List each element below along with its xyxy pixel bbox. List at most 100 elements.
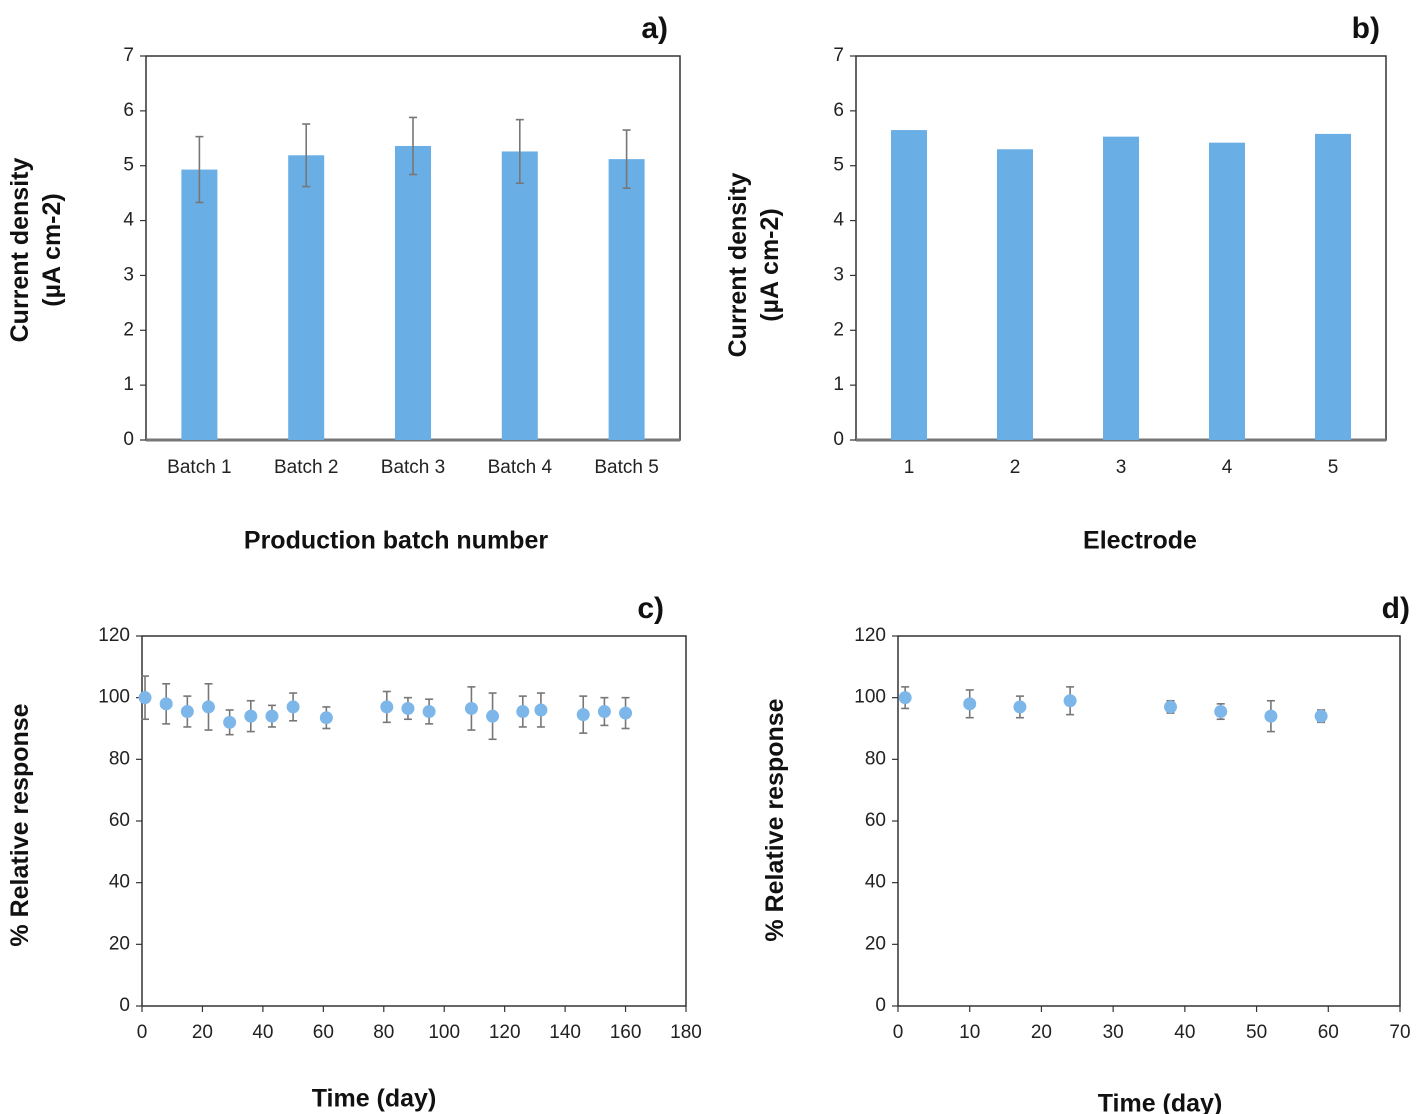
x-tick-label: 140 xyxy=(549,1022,581,1043)
bar xyxy=(501,151,538,441)
y-axis-label: Current density (µA cm-2) xyxy=(724,173,784,358)
data-point xyxy=(180,705,194,719)
y-tick-label: 2 xyxy=(833,319,844,340)
bar xyxy=(181,169,218,440)
y-axis-label-line: Current density xyxy=(724,173,752,358)
x-tick-label: 160 xyxy=(610,1022,642,1043)
data-point xyxy=(159,697,173,711)
y-axis-label-line: (µA cm-2) xyxy=(38,193,66,307)
y-tick-label: 40 xyxy=(109,872,130,893)
y-tick-label: 3 xyxy=(833,264,844,285)
y-tick-label: 120 xyxy=(854,625,886,646)
y-tick-label: 20 xyxy=(865,933,886,954)
x-tick-label: 20 xyxy=(1031,1022,1052,1043)
x-tick-label: Batch 5 xyxy=(594,457,658,478)
bar xyxy=(891,130,927,441)
y-tick-label: 80 xyxy=(865,748,886,769)
x-tick-label: 80 xyxy=(373,1022,394,1043)
x-tick-label: 0 xyxy=(137,1022,148,1043)
x-tick-label: 4 xyxy=(1222,457,1233,478)
y-tick-label: 0 xyxy=(833,429,844,450)
x-axis-label: Electrode xyxy=(1083,527,1197,555)
y-tick-label: 5 xyxy=(833,155,844,176)
data-point xyxy=(286,700,300,714)
panel-label: c) xyxy=(637,592,664,625)
bar xyxy=(997,149,1033,440)
x-tick-label: Batch 3 xyxy=(381,457,445,478)
y-tick-label: 100 xyxy=(854,687,886,708)
y-tick-label: 6 xyxy=(123,100,134,121)
data-point xyxy=(619,706,633,720)
data-point xyxy=(1013,700,1027,714)
panel-b: b) 0 1 2 3 4 5 6 7 Current density (µA cm-2) Electr… xyxy=(724,12,1387,555)
y-tick-label: 2 xyxy=(123,319,134,340)
y-tick-label: 60 xyxy=(109,810,130,831)
y-tick-label: 0 xyxy=(875,995,886,1016)
x-tick-label: 70 xyxy=(1389,1022,1410,1043)
data-point xyxy=(244,709,258,723)
x-tick-label: Batch 4 xyxy=(488,457,553,478)
data-point xyxy=(1063,694,1077,708)
x-axis-label: Production batch number xyxy=(244,527,548,555)
y-axis-label-line: (µA cm-2) xyxy=(756,208,784,322)
x-tick-label: 0 xyxy=(893,1022,904,1043)
data-point xyxy=(1214,705,1228,719)
y-axis-label: Current density (µA cm-2) xyxy=(6,158,66,343)
bar xyxy=(608,159,645,441)
data-point xyxy=(138,691,152,705)
data-point xyxy=(464,701,478,715)
x-tick-label: 2 xyxy=(1010,457,1021,478)
y-tick-label: 40 xyxy=(865,872,886,893)
x-tick-label: 20 xyxy=(192,1022,213,1043)
x-tick-label: 180 xyxy=(670,1022,702,1043)
y-tick-label: 7 xyxy=(123,45,134,66)
x-tick-label: 40 xyxy=(252,1022,273,1043)
x-tick-label: 10 xyxy=(959,1022,980,1043)
x-tick-label: 3 xyxy=(1116,457,1127,478)
x-axis-label: Time (day) xyxy=(312,1085,437,1113)
x-tick-label: 60 xyxy=(313,1022,334,1043)
y-tick-label: 1 xyxy=(833,374,844,395)
x-tick-label: 50 xyxy=(1246,1022,1267,1043)
bar xyxy=(1103,136,1139,440)
data-point xyxy=(534,703,548,717)
panel-label: d) xyxy=(1382,592,1410,625)
y-tick-label: 6 xyxy=(833,100,844,121)
y-axis-label: % Relative response xyxy=(6,703,34,946)
data-point xyxy=(963,697,977,711)
y-tick-label: 4 xyxy=(123,210,134,231)
data-point xyxy=(380,700,394,714)
data-point xyxy=(422,705,436,719)
data-point xyxy=(265,709,279,723)
x-tick-label: 1 xyxy=(904,457,915,478)
y-tick-label: 3 xyxy=(123,264,134,285)
data-point xyxy=(576,708,590,722)
y-tick-label: 60 xyxy=(865,810,886,831)
data-point xyxy=(1264,709,1278,723)
y-tick-label: 0 xyxy=(123,429,134,450)
y-tick-label: 20 xyxy=(109,933,130,954)
y-axis-label-line: Current density xyxy=(6,158,34,343)
data-point xyxy=(516,705,530,719)
bar xyxy=(1315,133,1351,440)
y-tick-label: 5 xyxy=(123,155,134,176)
y-tick-label: 120 xyxy=(98,625,130,646)
panel-c: c) 0 20 40 60 80 100 120 % Relative response Time… xyxy=(6,592,702,1113)
y-axis-label: % Relative response xyxy=(761,698,789,941)
y-tick-label: 1 xyxy=(123,374,134,395)
panel-a: a) 0 1 2 3 4 5 6 7 Current density (µA cm-2) Produc… xyxy=(6,12,681,555)
panel-label: b) xyxy=(1352,12,1380,45)
x-tick-label: Batch 2 xyxy=(274,457,338,478)
y-tick-label: 7 xyxy=(833,45,844,66)
data-point xyxy=(223,715,237,729)
data-point xyxy=(401,701,415,715)
y-tick-label: 80 xyxy=(109,748,130,769)
bar xyxy=(288,155,325,440)
x-tick-label: 120 xyxy=(489,1022,521,1043)
x-tick-label: 100 xyxy=(428,1022,460,1043)
x-tick-label: 30 xyxy=(1103,1022,1124,1043)
x-tick-label: 60 xyxy=(1318,1022,1339,1043)
x-tick-label: 5 xyxy=(1328,457,1339,478)
